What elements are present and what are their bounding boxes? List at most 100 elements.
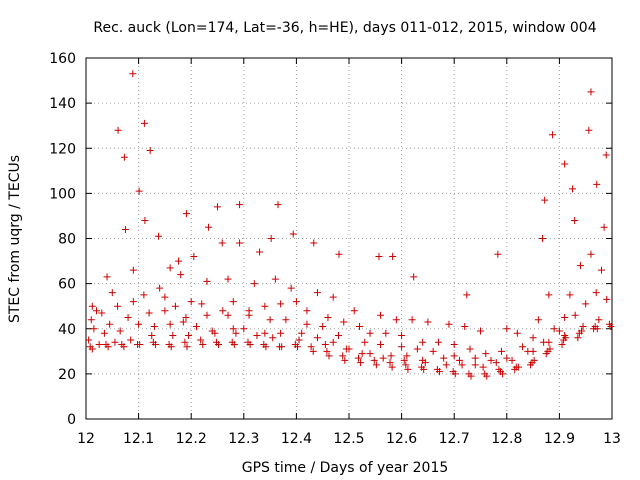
data-point [116, 327, 124, 335]
data-point [561, 160, 569, 168]
data-point [245, 311, 253, 319]
data-point [466, 345, 474, 353]
data-point [240, 325, 248, 333]
data-point [129, 298, 137, 306]
data-point [87, 316, 95, 324]
data-point [325, 352, 333, 360]
x-tick-label: 12.1 [123, 431, 154, 447]
y-tick-label: 60 [58, 277, 76, 293]
data-point [467, 372, 475, 380]
data-point [577, 327, 585, 335]
data-point [388, 363, 396, 371]
data-point [340, 318, 348, 326]
data-point [151, 341, 159, 349]
data-point [214, 203, 221, 211]
data-point [256, 248, 264, 256]
data-point [93, 307, 101, 315]
data-point [341, 356, 349, 364]
x-tick-label: 12.3 [228, 431, 259, 447]
data-point [187, 298, 195, 306]
data-point [463, 291, 471, 299]
data-point [587, 88, 595, 96]
data-point [413, 345, 421, 353]
data-point [277, 300, 285, 308]
data-point [434, 338, 442, 346]
data-point [310, 239, 318, 247]
data-point [120, 343, 128, 351]
data-point [566, 291, 574, 299]
data-point [424, 318, 432, 326]
data-point [487, 356, 495, 364]
data-point [148, 332, 156, 340]
data-point [356, 322, 364, 330]
data-point [370, 356, 378, 364]
data-point [550, 325, 558, 333]
data-point [410, 273, 418, 281]
data-point [211, 329, 219, 337]
data-point [140, 119, 148, 127]
data-point [140, 291, 148, 299]
data-point [419, 338, 427, 346]
data-point [358, 350, 366, 358]
data-point [561, 313, 569, 321]
x-tick-label: 12.4 [281, 431, 312, 447]
data-point [298, 329, 306, 337]
data-point [329, 293, 337, 301]
data-point [155, 232, 163, 240]
data-point [357, 359, 365, 367]
data-point [129, 266, 137, 274]
data-point [494, 250, 502, 258]
data-point [136, 341, 144, 349]
data-point [366, 329, 374, 337]
data-point [313, 289, 321, 297]
data-point [324, 313, 332, 321]
data-point [508, 356, 516, 364]
data-points [85, 70, 615, 380]
data-point [389, 253, 397, 261]
data-point [503, 354, 511, 362]
data-point [236, 201, 244, 209]
data-point [571, 311, 579, 319]
data-point [403, 352, 411, 360]
data-point [295, 336, 303, 344]
y-tick-label: 20 [58, 367, 76, 383]
data-point [323, 347, 331, 355]
data-point [289, 230, 297, 238]
y-tick-label: 160 [49, 51, 76, 67]
data-point [519, 343, 527, 351]
data-point [541, 196, 549, 204]
data-point [230, 341, 238, 349]
data-point [100, 329, 108, 337]
data-point [492, 359, 500, 367]
data-point [458, 361, 466, 369]
data-point [236, 239, 244, 247]
data-point [293, 343, 301, 351]
data-point [250, 280, 258, 288]
data-point [229, 298, 237, 306]
data-point [169, 332, 177, 340]
data-point [398, 343, 406, 351]
data-point [218, 239, 226, 247]
data-point [513, 329, 521, 337]
data-point [503, 325, 511, 333]
data-point [342, 345, 350, 353]
data-point [267, 235, 275, 242]
data-point [350, 307, 358, 315]
data-point [303, 320, 311, 328]
data-point [167, 343, 175, 351]
y-tick-label: 140 [49, 96, 76, 112]
data-point [104, 343, 112, 351]
data-point [574, 334, 582, 342]
data-point [499, 370, 507, 378]
data-point [479, 363, 487, 371]
data-point [262, 343, 270, 351]
data-point [534, 316, 542, 324]
y-tick-label: 120 [49, 141, 76, 157]
data-point [387, 352, 395, 360]
data-point [224, 311, 232, 319]
data-point [377, 311, 385, 319]
data-point [471, 354, 479, 362]
data-point [420, 365, 428, 373]
data-point [266, 316, 274, 324]
